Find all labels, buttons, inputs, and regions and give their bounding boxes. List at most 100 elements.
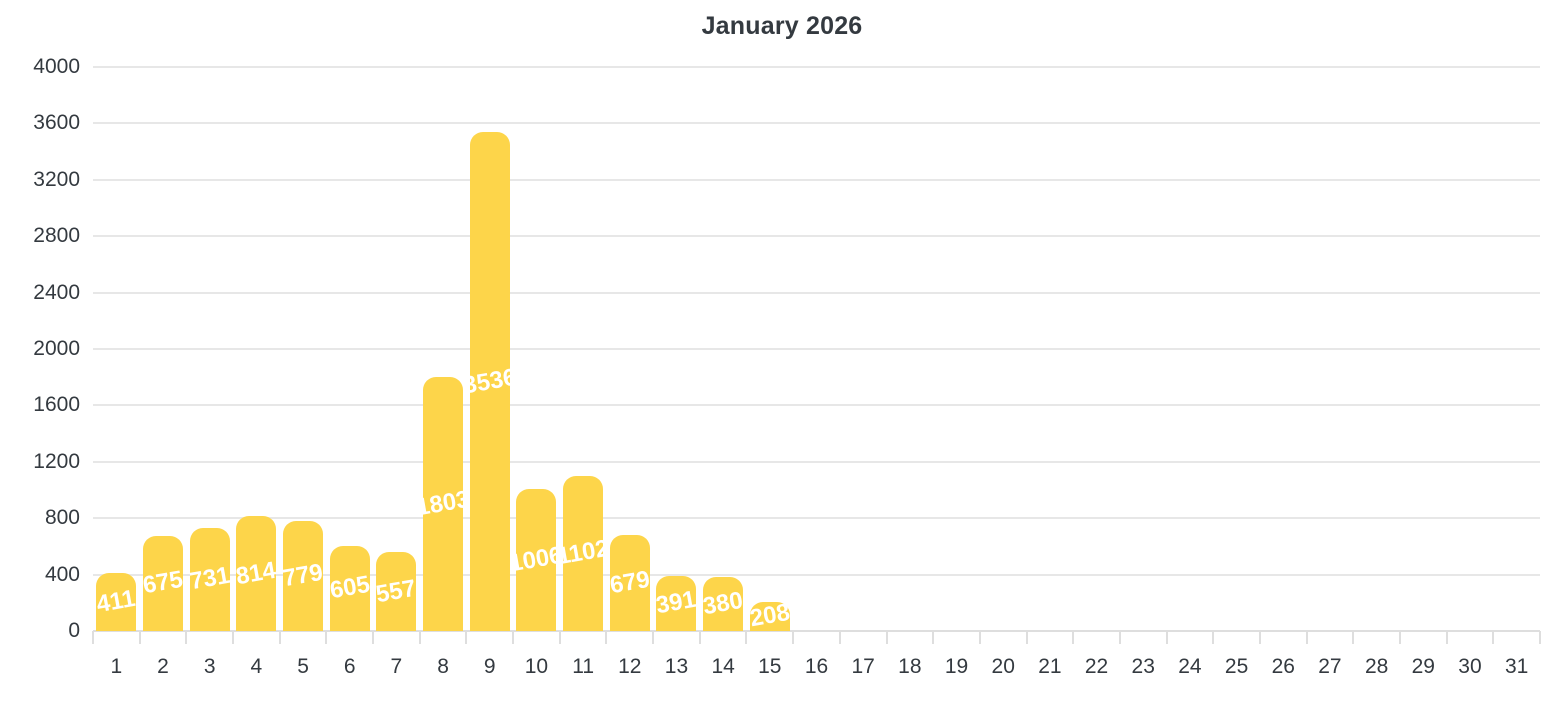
x-axis-tick: [1212, 631, 1215, 644]
x-axis-label: 17: [851, 655, 875, 678]
y-axis-label: 2400: [33, 280, 80, 304]
x-axis-label: 11: [572, 655, 595, 678]
x-axis-label: 31: [1504, 655, 1529, 678]
y-axis-label: 1200: [33, 449, 80, 473]
y-axis-label: 3600: [33, 111, 80, 135]
x-axis-label: 24: [1178, 655, 1202, 678]
y-axis-label: 1600: [33, 393, 80, 417]
x-axis-label: 6: [343, 655, 356, 678]
x-axis-label: 8: [437, 655, 449, 678]
x-axis-label: 4: [250, 655, 263, 678]
x-axis-tick: [838, 631, 841, 644]
bar-day-9[interactable]: [469, 132, 510, 631]
bar-day-6[interactable]: [329, 545, 370, 631]
x-axis-tick: [138, 631, 141, 644]
bar-day-13[interactable]: [656, 575, 697, 631]
gridline: [93, 178, 1540, 181]
y-axis-label: 3200: [33, 167, 80, 191]
x-axis-tick: [792, 631, 795, 644]
x-axis-tick: [1305, 631, 1308, 644]
x-axis-tick: [1539, 631, 1541, 644]
x-axis-tick: [1258, 631, 1261, 644]
x-axis-label: 3: [203, 655, 216, 678]
y-axis-label: 2800: [33, 224, 80, 248]
x-axis-label: 12: [618, 655, 642, 678]
x-axis-label: 2: [157, 655, 169, 678]
x-axis-label: 26: [1271, 655, 1295, 678]
x-axis-label: 20: [991, 655, 1015, 678]
x-axis-label: 15: [758, 655, 782, 678]
x-axis-label: 27: [1318, 655, 1342, 678]
x-axis-label: 16: [804, 655, 829, 678]
x-axis-tick: [465, 631, 468, 644]
gridline: [93, 122, 1540, 125]
x-axis-label: 18: [898, 655, 922, 678]
bar-day-3[interactable]: [189, 527, 230, 631]
x-axis-tick: [605, 631, 608, 644]
x-axis-label: 23: [1131, 655, 1155, 678]
gridline: [93, 517, 1540, 520]
chart-title: January 2026: [701, 12, 863, 40]
x-axis-tick: [1118, 631, 1121, 644]
gridline: [93, 404, 1540, 407]
bar-day-1[interactable]: [96, 573, 137, 631]
x-axis-tick: [512, 631, 515, 644]
bar-day-5[interactable]: [283, 521, 324, 631]
bar-day-7[interactable]: [376, 552, 417, 631]
x-axis-tick: [372, 631, 375, 644]
x-axis-tick: [232, 631, 235, 644]
x-axis-label: 13: [664, 655, 689, 678]
bar-day-12[interactable]: [609, 535, 650, 631]
x-axis-tick: [652, 631, 655, 644]
x-axis-tick: [1165, 631, 1168, 644]
x-axis-tick: [418, 631, 421, 644]
bar-day-14[interactable]: [703, 577, 744, 631]
x-axis-line: [93, 630, 1540, 632]
x-axis-label: 19: [944, 655, 969, 678]
x-axis-label: 30: [1458, 655, 1482, 678]
x-axis-tick: [885, 631, 888, 644]
bar-day-11[interactable]: [563, 475, 604, 631]
x-axis-label: 14: [711, 655, 735, 678]
x-axis-tick: [932, 631, 935, 644]
x-axis-tick: [1398, 631, 1401, 644]
x-axis-tick: [1352, 631, 1355, 644]
bar-day-15[interactable]: [749, 601, 790, 631]
x-axis-label: 29: [1411, 655, 1435, 678]
x-axis-tick: [698, 631, 701, 644]
y-axis-label: 400: [44, 562, 80, 586]
x-axis-tick: [558, 631, 561, 644]
x-axis-label: 10: [524, 655, 549, 678]
x-axis-tick: [745, 631, 748, 644]
x-axis-tick: [185, 631, 188, 644]
gridline: [93, 235, 1540, 238]
gridline: [93, 460, 1540, 463]
y-axis-label: 800: [44, 506, 80, 530]
x-axis-label: 25: [1224, 655, 1249, 678]
x-axis-tick: [1445, 631, 1448, 644]
x-axis-label: 21: [1038, 655, 1062, 678]
bar-day-8[interactable]: [423, 376, 464, 631]
x-axis-label: 5: [297, 655, 309, 678]
gridline: [93, 291, 1540, 294]
x-axis-tick: [1492, 631, 1495, 644]
x-axis-tick: [1072, 631, 1075, 644]
gridline: [93, 66, 1540, 68]
x-axis-label: 9: [483, 655, 496, 678]
y-axis-label: 0: [68, 619, 80, 642]
y-axis-label: 4000: [33, 55, 80, 78]
x-axis-tick: [325, 631, 328, 644]
x-axis-tick: [278, 631, 281, 644]
x-axis-tick: [92, 631, 94, 644]
x-axis-label: 7: [390, 655, 403, 678]
x-axis-label: 1: [110, 655, 123, 678]
x-axis-label: 28: [1364, 655, 1389, 678]
x-axis-label: 22: [1084, 655, 1109, 678]
bar-day-2[interactable]: [143, 535, 184, 631]
x-axis-tick: [1025, 631, 1028, 644]
bar-day-4[interactable]: [236, 516, 277, 631]
gridline: [93, 573, 1540, 576]
x-axis-tick: [978, 631, 981, 644]
bar-day-10[interactable]: [516, 489, 557, 631]
